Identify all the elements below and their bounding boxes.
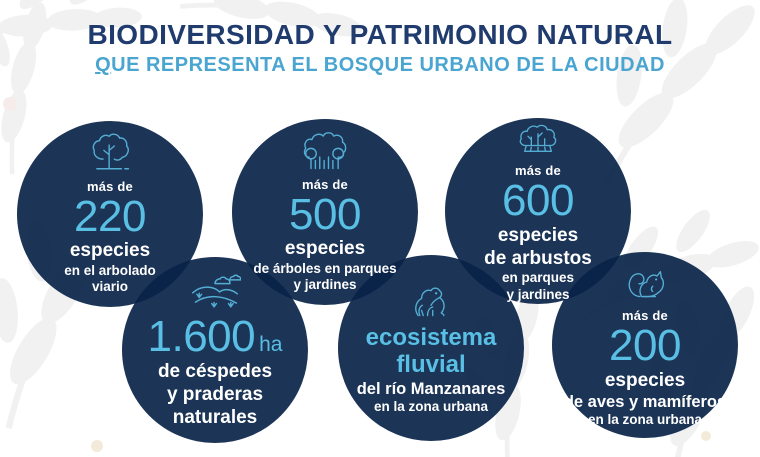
- stat-detail: en parques: [501, 270, 575, 286]
- stat-value: 220: [74, 191, 146, 241]
- forest-icon: [303, 131, 347, 169]
- stat-detail: y jardines: [293, 277, 357, 293]
- stat-prefix: más de: [621, 308, 668, 324]
- stat-circle-meadows: 1.600 ha de céspedes y praderas naturale…: [122, 257, 308, 443]
- stat-detail: y jardines: [506, 287, 570, 303]
- stat-value: 200: [609, 321, 681, 371]
- stat-label: de arbustos: [484, 248, 592, 269]
- stat-label: y praderas: [166, 383, 264, 405]
- stat-detail: en la zona urbana: [587, 412, 703, 428]
- stat-unit: ha: [259, 332, 283, 356]
- stat-label: del río Manzanares: [356, 379, 506, 398]
- page-title: BIODIVERSIDAD Y PATRIMONIO NATURAL: [87, 19, 673, 50]
- stat-label: especies: [604, 369, 686, 391]
- meadow-icon: [191, 274, 241, 308]
- stat-label: especies: [69, 240, 151, 262]
- stat-circle-river-ecosystem: ecosistema fluvial del río Manzanares en…: [338, 255, 524, 441]
- stat-prefix: más de: [86, 178, 133, 194]
- stat-prefix: más de: [301, 176, 348, 192]
- squirrel-icon: [628, 271, 665, 298]
- stat-circle-park-trees: más de 500 especies de árboles en parque…: [232, 119, 418, 305]
- stat-value: 500: [289, 189, 361, 239]
- stat-label: de aves y mamíferos: [563, 392, 727, 411]
- stat-prefix: más de: [514, 163, 561, 179]
- stat-title: fluvial: [396, 351, 466, 378]
- header: BIODIVERSIDAD Y PATRIMONIO NATURAL QUE R…: [0, 20, 760, 76]
- stat-label: especies: [497, 224, 579, 246]
- stat-circle-shrubs: más de 600 especies de arbustos en parqu…: [445, 118, 631, 304]
- circle-background: [338, 255, 524, 441]
- tree-icon: [92, 133, 130, 170]
- frog-icon: [415, 287, 445, 317]
- stat-circle-street-trees: más de 220 especies en el arbolado viari…: [17, 121, 203, 307]
- stat-circle-birds-mammals: más de 200 especies de aves y mamíferos …: [552, 252, 738, 438]
- stat-detail: en la zona urbana: [373, 399, 489, 414]
- stat-detail: en el arbolado: [64, 262, 156, 278]
- stat-title: ecosistema: [365, 324, 497, 352]
- stat-value: 1.600: [147, 311, 256, 361]
- page-subtitle: QUE REPRESENTA EL BOSQUE URBANO DE LA CI…: [95, 54, 665, 77]
- shrub-icon: [519, 124, 557, 153]
- stat-label: de céspedes: [157, 360, 273, 382]
- stat-detail: viario: [91, 279, 129, 295]
- stat-label: naturales: [172, 406, 258, 428]
- stat-value-row: 1.600 ha: [148, 314, 283, 360]
- stat-detail: de árboles en parques: [253, 260, 397, 276]
- stat-label: especies: [284, 238, 366, 260]
- stat-value: 600: [502, 176, 574, 226]
